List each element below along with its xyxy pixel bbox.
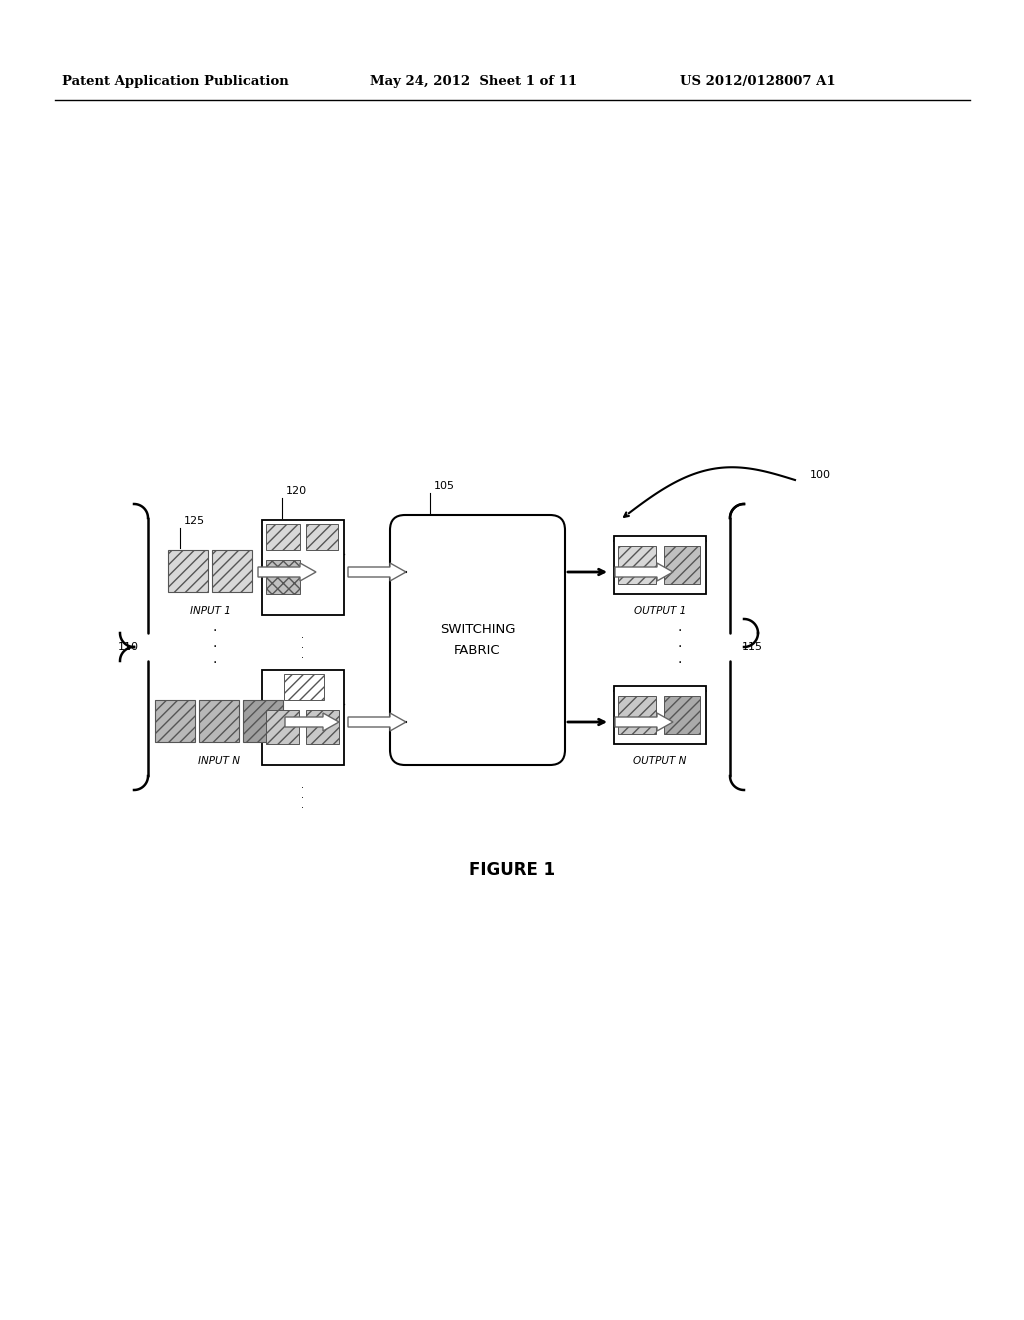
Bar	[618, 546, 656, 583]
FancyBboxPatch shape	[390, 515, 565, 766]
Bar	[266, 524, 300, 550]
Text: INPUT 1: INPUT 1	[189, 606, 230, 616]
Text: ·
·
·: · · ·	[301, 634, 304, 663]
Bar	[266, 560, 300, 594]
Text: ·
·
·: · · ·	[301, 783, 304, 813]
Bar	[262, 671, 344, 766]
Bar	[664, 696, 700, 734]
Text: 105: 105	[434, 480, 455, 491]
Bar	[262, 520, 344, 615]
Text: 100: 100	[810, 470, 831, 480]
Text: OUTPUT N: OUTPUT N	[633, 756, 687, 766]
Bar	[614, 686, 706, 744]
Text: OUTPUT 1: OUTPUT 1	[634, 606, 686, 616]
Text: 125: 125	[184, 516, 205, 525]
Bar	[199, 700, 239, 742]
Text: ·
·
·: · · ·	[213, 624, 217, 671]
Polygon shape	[258, 564, 316, 581]
Polygon shape	[615, 564, 673, 581]
Bar	[168, 550, 208, 591]
Text: 120: 120	[286, 486, 307, 496]
Bar	[614, 536, 706, 594]
Polygon shape	[285, 713, 339, 731]
Text: INPUT N: INPUT N	[198, 756, 240, 766]
Bar	[618, 696, 656, 734]
Text: 115: 115	[741, 642, 763, 652]
Text: SWITCHING
FABRIC: SWITCHING FABRIC	[439, 623, 515, 657]
Text: FIGURE 1: FIGURE 1	[469, 861, 555, 879]
Polygon shape	[615, 713, 673, 731]
Polygon shape	[348, 564, 406, 581]
Bar	[306, 710, 339, 744]
Bar	[664, 546, 700, 583]
Bar	[212, 550, 252, 591]
Bar	[306, 524, 338, 550]
Bar	[284, 675, 324, 700]
Text: 110: 110	[118, 642, 138, 652]
Bar	[243, 700, 283, 742]
Bar	[266, 710, 299, 744]
Text: Patent Application Publication: Patent Application Publication	[62, 75, 289, 88]
Text: ·
·
·: · · ·	[678, 624, 682, 671]
Polygon shape	[348, 713, 406, 731]
Bar	[155, 700, 195, 742]
Text: US 2012/0128007 A1: US 2012/0128007 A1	[680, 75, 836, 88]
Text: May 24, 2012  Sheet 1 of 11: May 24, 2012 Sheet 1 of 11	[370, 75, 578, 88]
